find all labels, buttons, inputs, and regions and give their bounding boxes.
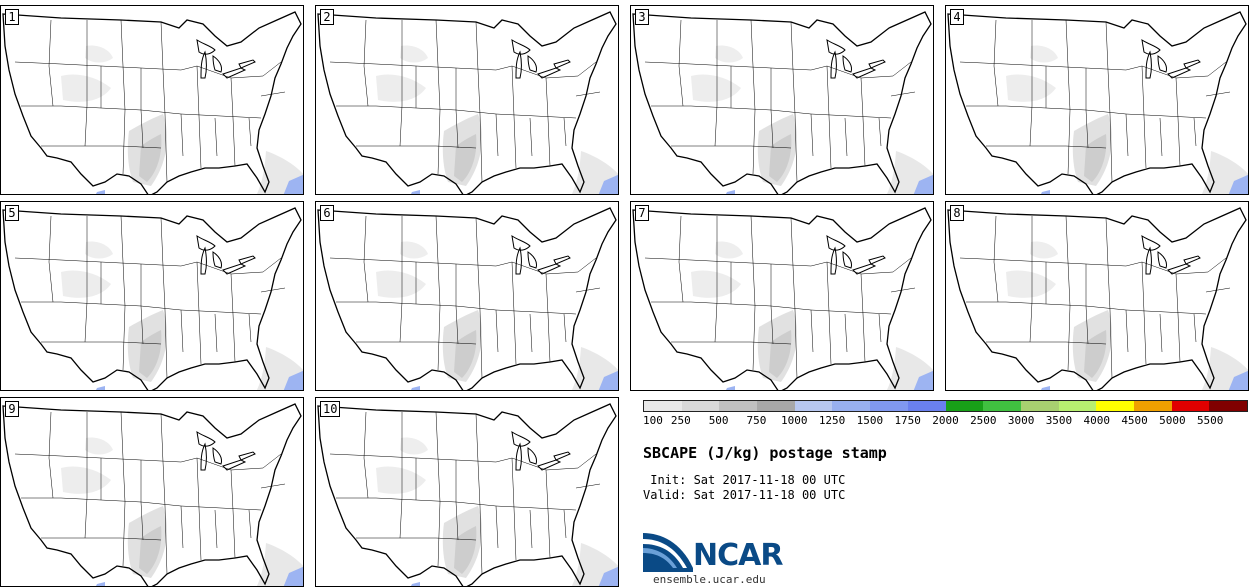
member-number-label: 6 [320, 205, 334, 221]
cape-map [631, 202, 933, 390]
cape-map [1, 6, 303, 194]
valid-time: Valid: Sat 2017-11-18 00 UTC [643, 488, 846, 502]
colorbar-tick-label: 1750 [894, 414, 921, 427]
member-panel-6: 6 [315, 201, 619, 391]
cape-map [631, 6, 933, 194]
cape-map [1, 202, 303, 390]
member-number-label: 7 [635, 205, 649, 221]
colorbar-swatch [983, 401, 1021, 411]
colorbar-tick-label: 3000 [1007, 414, 1035, 427]
colorbar-swatch [757, 401, 795, 411]
colorbar-tick-label: 2500 [970, 414, 997, 427]
cape-map [1, 398, 303, 586]
cape-map [946, 6, 1248, 194]
colorbar-swatch [719, 401, 758, 411]
cape-map [316, 398, 618, 586]
member-panel-9: 9 [0, 397, 304, 587]
colorbar-swatch [870, 401, 908, 411]
colorbar-tick-label: 4000 [1083, 414, 1111, 427]
member-number-label: 9 [5, 401, 19, 417]
colorbar-tick-label: 750 [746, 414, 767, 427]
colorbar-swatch [945, 401, 984, 411]
colorbar-swatch [794, 401, 833, 411]
ncar-logo-icon [643, 533, 693, 572]
colorbar-tick-label: 500 [708, 414, 729, 427]
logo-url: ensemble.ucar.edu [653, 573, 766, 586]
member-panel-8: 8 [945, 201, 1249, 391]
colorbar-tick-label: 3500 [1045, 414, 1073, 427]
member-number-label: 4 [950, 9, 964, 25]
colorbar-swatch [681, 401, 720, 411]
member-panel-1: 1 [0, 5, 304, 195]
colorbar-tick-label: 2000 [932, 414, 959, 427]
colorbar-tick-label: 1500 [856, 414, 884, 427]
cape-map [316, 202, 618, 390]
colorbar-tick-label: 250 [670, 414, 691, 427]
colorbar-swatch [907, 401, 946, 411]
logo-wordmark: NCAR [693, 538, 783, 573]
member-number-label: 1 [5, 9, 19, 25]
init-time: Init: Sat 2017-11-18 00 UTC [643, 473, 846, 487]
member-panel-10: 10 [315, 397, 619, 587]
colorbar-tick-label: 1000 [781, 414, 808, 427]
member-number-label: 2 [320, 9, 334, 25]
member-number-label: 10 [320, 401, 341, 417]
colorbar-swatch [1209, 401, 1247, 411]
colorbar-swatch [1133, 401, 1172, 411]
member-number-label: 3 [635, 9, 649, 25]
member-panel-3: 3 [630, 5, 934, 195]
cape-map [946, 202, 1248, 390]
cape-map [316, 6, 618, 194]
colorbar-swatch [1171, 401, 1210, 411]
colorbar-tick-label: 100 [643, 414, 663, 427]
sbcape-colorbar [643, 400, 1248, 412]
colorbar-tick-label: 5000 [1159, 414, 1186, 427]
colorbar-tick-label: 1250 [818, 414, 846, 427]
colorbar-swatch [644, 401, 682, 411]
member-panel-5: 5 [0, 201, 304, 391]
colorbar-swatch [1096, 401, 1134, 411]
plot-title: SBCAPE (J/kg) postage stamp [643, 444, 887, 462]
member-panel-7: 7 [630, 201, 934, 391]
colorbar-swatch [1058, 401, 1097, 411]
colorbar-tick-label: 4500 [1121, 414, 1148, 427]
colorbar-tick-label: 5500 [1196, 414, 1224, 427]
member-number-label: 8 [950, 205, 964, 221]
member-panel-4: 4 [945, 5, 1249, 195]
colorbar-swatch [832, 401, 871, 411]
colorbar-swatch [1020, 401, 1059, 411]
member-panel-2: 2 [315, 5, 619, 195]
member-number-label: 5 [5, 205, 19, 221]
